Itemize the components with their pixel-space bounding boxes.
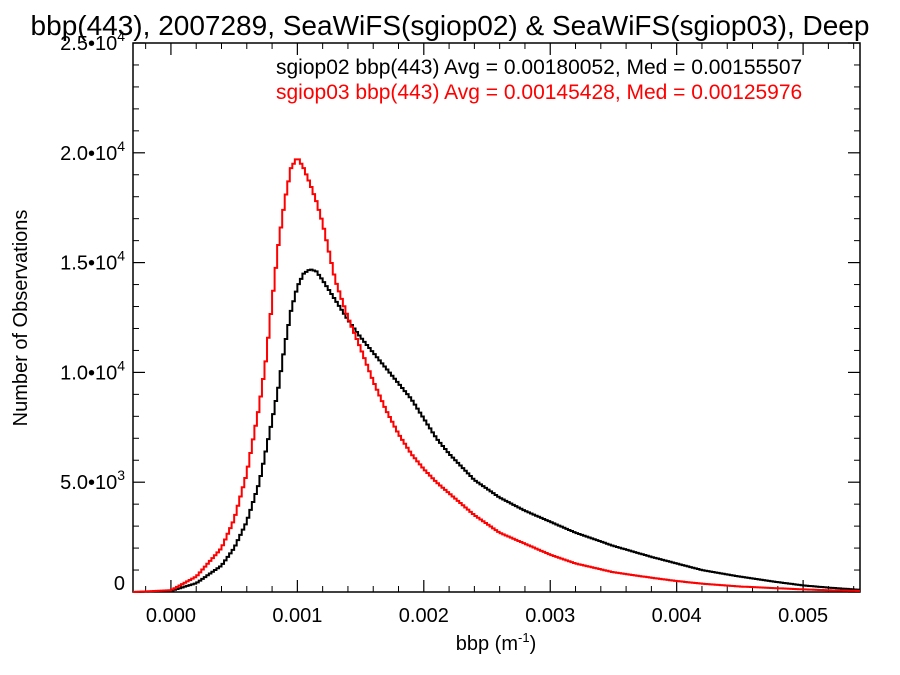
y-tick-label-4: 2.0•104 (60, 138, 125, 165)
series-line-2 (133, 158, 860, 593)
x-axis-label-sup: -1 (518, 630, 530, 645)
x-axis-label: bbp (m-1) (456, 630, 536, 655)
series-layer (133, 158, 860, 593)
x-axis-label-text: bbp (m (456, 633, 518, 655)
y-axis-label: Number of Observations (10, 210, 32, 427)
y-tick-label-0: 0 (114, 573, 125, 595)
x-tick-label-0: 0.000 (146, 605, 196, 627)
x-axis-ticks: 0.000 0.001 0.002 0.003 0.004 0.005 (145, 43, 855, 627)
x-tick-label-5: 0.005 (778, 605, 828, 627)
x-tick-label-2: 0.002 (399, 605, 449, 627)
x-tick-label-4: 0.004 (652, 605, 702, 627)
legend-series-2: sgiop03 bbp(443) Avg = 0.00145428, Med =… (276, 81, 802, 104)
y-tick-label-1: 5.0•103 (60, 467, 125, 494)
legend-series-1: sgiop02 bbp(443) Avg = 0.00180052, Med =… (276, 56, 802, 79)
y-tick-label-2: 1.0•104 (60, 357, 125, 384)
chart-title: bbp(443), 2007289, SeaWiFS(sgiop02) & Se… (31, 10, 870, 41)
y-axis-ticks: 0 5.0•103 1.0•104 1.5•104 2.0•104 2.5•104 (60, 28, 860, 595)
x-tick-label-1: 0.001 (272, 605, 322, 627)
x-axis-label-end: ) (530, 633, 537, 655)
y-tick-label-5: 2.5•104 (60, 28, 125, 55)
x-tick-label-3: 0.003 (525, 605, 575, 627)
plot-frame (132, 42, 861, 593)
series-line-1 (133, 268, 860, 593)
y-tick-label-3: 1.5•104 (60, 248, 125, 275)
